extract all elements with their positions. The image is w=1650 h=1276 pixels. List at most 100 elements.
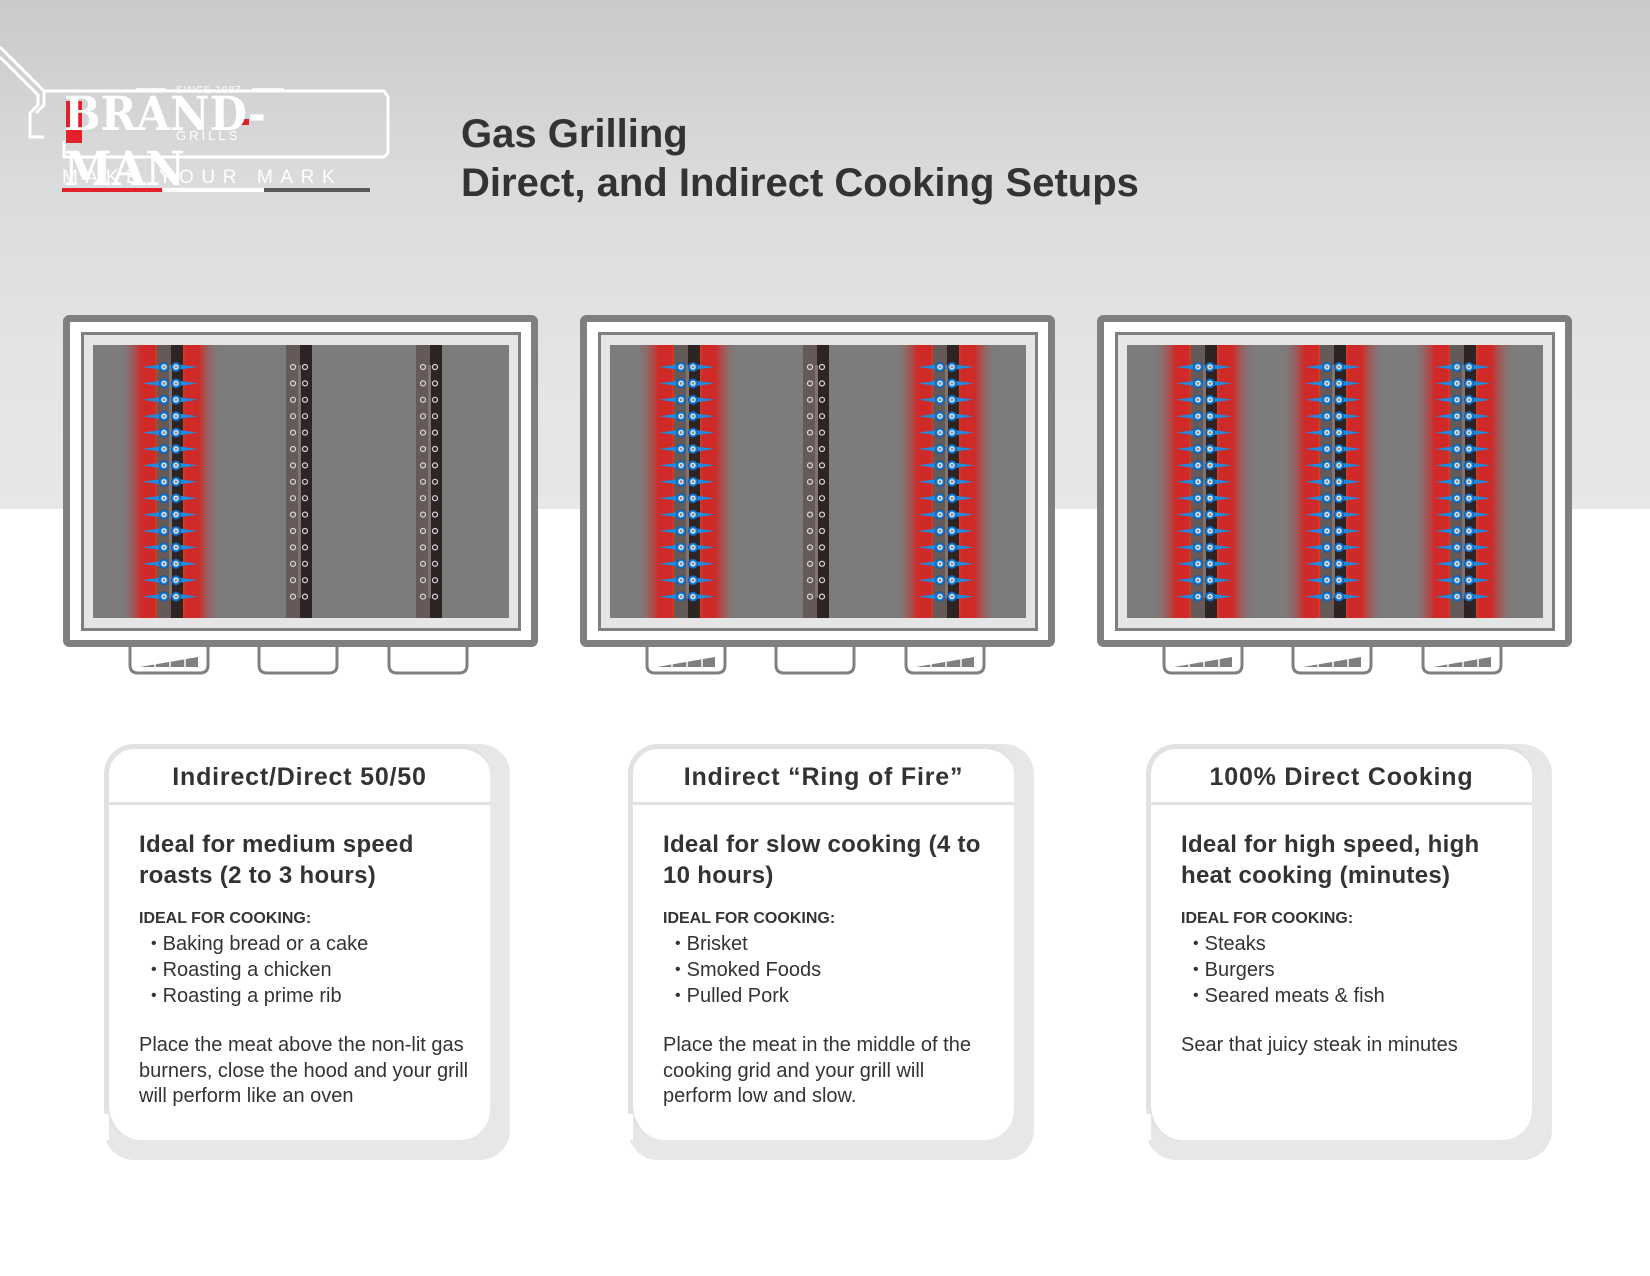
- flame-icon: [693, 577, 715, 584]
- list-item: • Seared meats & fish: [1193, 985, 1385, 1007]
- port-hole-icon: [173, 446, 179, 452]
- flame-icon: [659, 544, 681, 551]
- port-hole-icon: [1207, 561, 1213, 567]
- port-hole-icon: [173, 594, 179, 600]
- port-hole-icon: [806, 380, 814, 387]
- port-hole-icon: [431, 413, 439, 420]
- flame-icon: [693, 560, 715, 567]
- port-hole-icon: [937, 577, 943, 583]
- flame-icon: [1176, 413, 1198, 420]
- card-title: Indirect/Direct 50/50: [172, 763, 427, 791]
- flame-icon: [1176, 446, 1198, 452]
- brand-logo: SINCE 1987 BRAND-MAN GRILLS MAKE YOUR MA…: [0, 45, 400, 205]
- control-knob: [257, 647, 339, 675]
- flame-icon: [176, 528, 198, 534]
- burner-highlight: [169, 365, 172, 598]
- flame-icon: [176, 593, 198, 600]
- port-hole-icon: [1336, 512, 1342, 518]
- flame-icon: [176, 446, 198, 452]
- port-hole-icon: [173, 413, 179, 419]
- flame-icon: [952, 380, 974, 387]
- card-headline: Ideal for medium speed roasts (2 to 3 ho…: [139, 831, 414, 889]
- flame-icon: [1176, 380, 1198, 387]
- flame-icon: [1339, 593, 1361, 600]
- port-hole-icon: [690, 462, 696, 468]
- flame-icon: [1339, 396, 1361, 403]
- card-title: 100% Direct Cooking: [1209, 763, 1474, 791]
- port-hole-icon: [678, 495, 684, 501]
- port-hole-icon: [1466, 430, 1472, 436]
- list-item: • Burgers: [1193, 959, 1275, 981]
- card-food-list: • Baking bread or a cake • Roasting a chic…: [151, 931, 368, 1009]
- port-hole-icon: [1336, 364, 1342, 370]
- flame-icon: [1176, 462, 1198, 469]
- flame-icon: [659, 413, 681, 420]
- port-hole-icon: [806, 495, 814, 502]
- port-hole-icon: [431, 445, 439, 453]
- port-hole-icon: [161, 364, 167, 370]
- port-hole-icon: [173, 380, 179, 386]
- burner-highlight: [815, 365, 818, 598]
- setup-card-3: 100% Direct Cooking Ideal for high speed…: [1146, 744, 1552, 1162]
- port-hole-icon: [419, 445, 427, 453]
- list-item: • Baking bread or a cake: [151, 933, 369, 955]
- card-note: Place the meat above the non-lit gas bur…: [139, 1034, 469, 1107]
- flame-icon: [659, 429, 681, 436]
- port-hole-icon: [937, 479, 943, 485]
- flame-icon: [1435, 380, 1457, 387]
- port-hole-icon: [173, 430, 179, 436]
- port-hole-icon: [1195, 380, 1201, 386]
- port-hole-icon: [1454, 446, 1460, 452]
- burner-tube: [416, 345, 430, 618]
- flame-icon: [659, 511, 681, 518]
- port-hole-icon: [806, 413, 814, 420]
- port-hole-icon: [1207, 512, 1213, 518]
- bullet-icon: •: [1193, 935, 1199, 952]
- flame-icon: [1435, 593, 1457, 600]
- flame-icon: [1305, 478, 1327, 485]
- flame-icon: [176, 380, 198, 387]
- flame-icon: [1339, 511, 1361, 518]
- port-hole-icon: [949, 495, 955, 501]
- port-hole-icon: [1336, 577, 1342, 583]
- flame-icon: [1435, 462, 1457, 469]
- port-hole-icon: [301, 577, 309, 584]
- port-hole-icon: [949, 512, 955, 518]
- port-hole-icon: [289, 445, 297, 453]
- port-hole-icon: [1336, 594, 1342, 600]
- port-hole-icon: [1454, 430, 1460, 436]
- port-hole-icon: [1466, 544, 1472, 550]
- card-food-list: • Brisket • Smoked Foods • Pulled Pork: [675, 931, 821, 1009]
- bullet-icon: •: [675, 987, 681, 1004]
- port-hole-icon: [289, 577, 297, 584]
- flame-icon: [176, 364, 198, 370]
- flame-icon: [1469, 462, 1491, 469]
- flame-icon: [918, 413, 940, 420]
- flame-icon: [918, 560, 940, 567]
- flame-icon: [1469, 593, 1491, 600]
- flame-icon: [142, 396, 164, 403]
- burner-highlight: [945, 365, 948, 598]
- flame-icon: [1469, 528, 1491, 534]
- port-hole-icon: [431, 363, 439, 371]
- port-hole-icon: [1336, 446, 1342, 452]
- port-hole-icon: [1324, 397, 1330, 403]
- port-hole-icon: [949, 462, 955, 468]
- port-hole-icon: [301, 396, 309, 403]
- card-body: Indirect/Direct 50/50 Ideal for medium s…: [104, 744, 490, 1140]
- flame-icon: [1339, 446, 1361, 452]
- port-hole-icon: [1195, 512, 1201, 518]
- flame-icon: [952, 446, 974, 452]
- port-hole-icon: [289, 429, 297, 436]
- flame-icon: [142, 577, 164, 584]
- port-hole-icon: [1195, 594, 1201, 600]
- port-hole-icon: [1454, 561, 1460, 567]
- port-hole-icon: [690, 397, 696, 403]
- port-hole-icon: [806, 363, 814, 371]
- flame-icon: [918, 380, 940, 387]
- port-hole-icon: [431, 577, 439, 584]
- flame-icon: [142, 528, 164, 534]
- port-hole-icon: [1466, 397, 1472, 403]
- flame-icon: [1210, 396, 1232, 403]
- flame-icon: [1435, 577, 1457, 584]
